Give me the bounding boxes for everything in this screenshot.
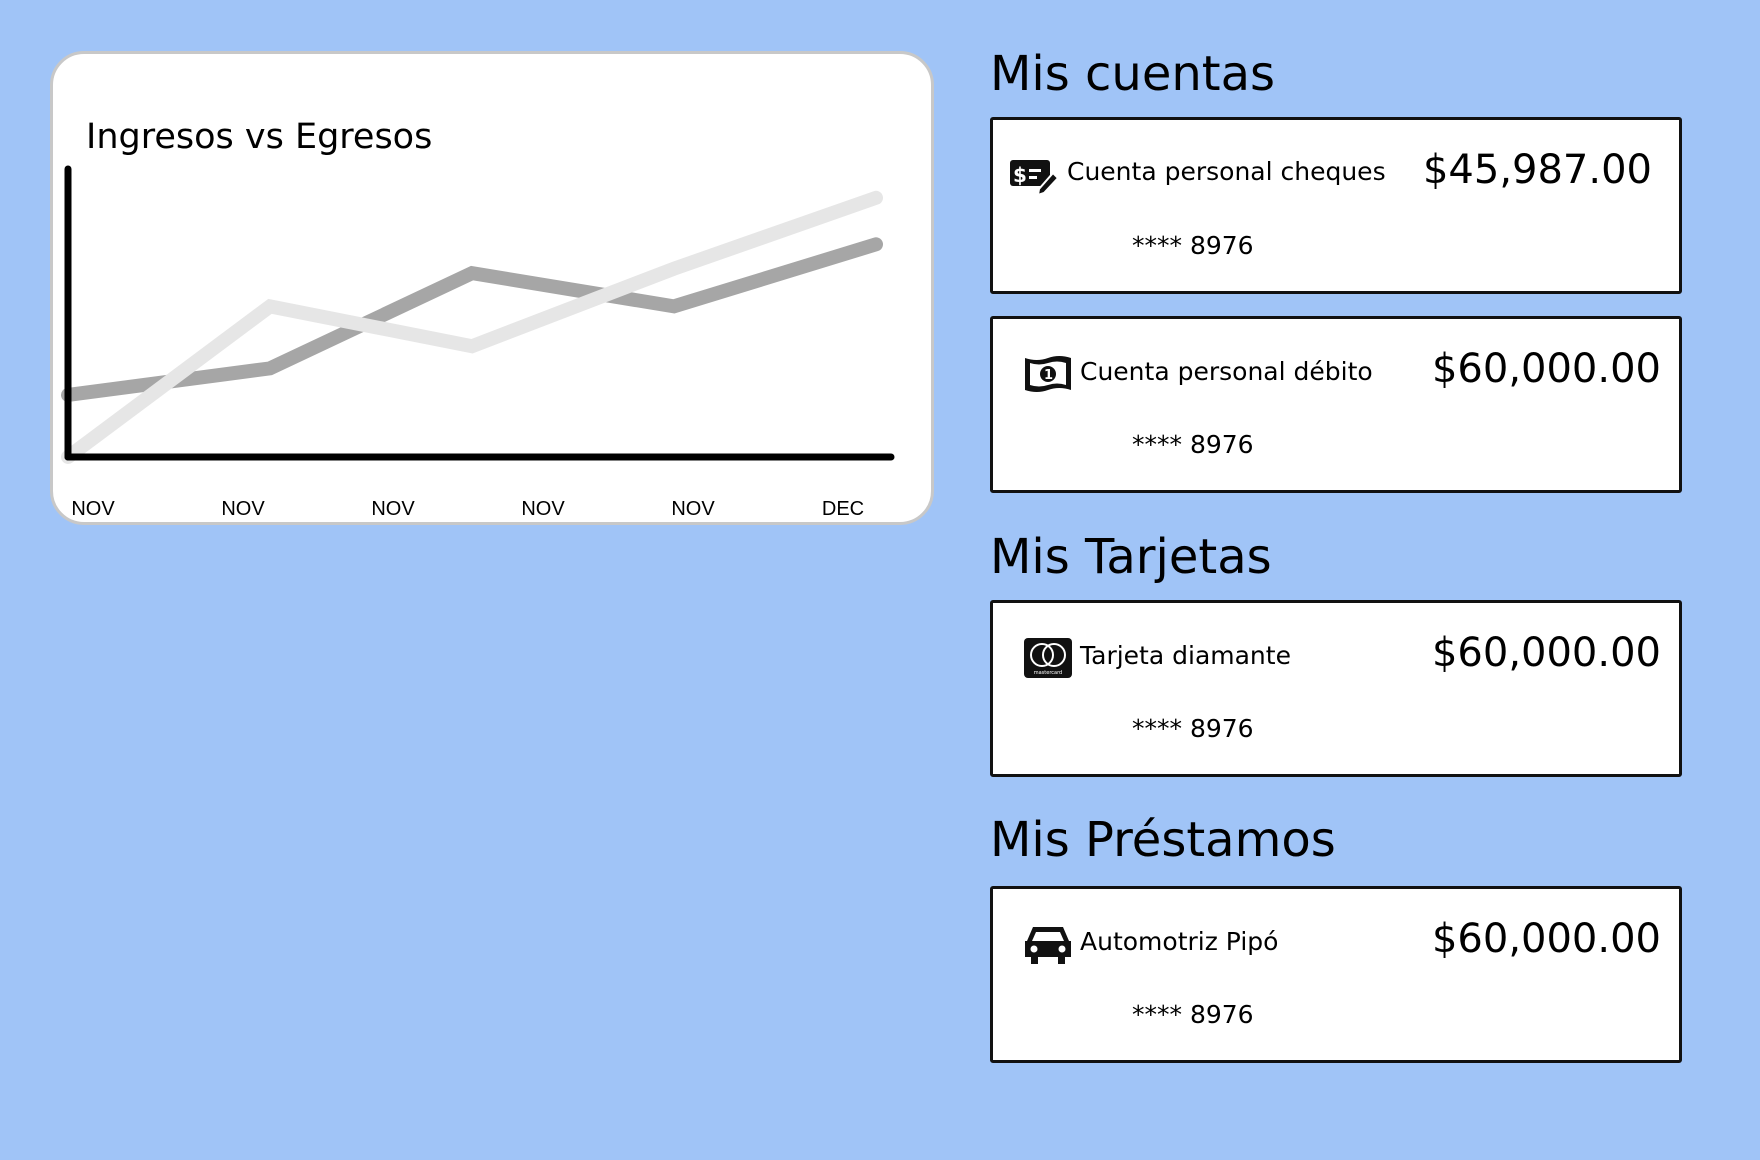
svg-text:mastercard: mastercard: [1034, 670, 1062, 676]
car-icon: [1023, 923, 1073, 965]
account-number-masked: **** 8976: [1132, 231, 1254, 260]
loans-section-title: Mis Préstamos: [990, 812, 1336, 868]
card-diamante[interactable]: mastercard Tarjeta diamante $60,000.00 *…: [990, 600, 1682, 777]
banknote-icon: 1: [1023, 353, 1073, 395]
loan-card-automotriz[interactable]: Automotriz Pipó $60,000.00 **** 8976: [990, 886, 1682, 1063]
series-line-2: [61, 237, 883, 402]
x-tick-label: NOV: [371, 498, 415, 520]
chart-title: Ingresos vs Egresos: [86, 117, 433, 157]
x-tick-label: DEC: [821, 498, 865, 520]
x-tick-label: NOV: [671, 498, 715, 520]
card-number-masked: **** 8976: [1132, 714, 1254, 743]
loan-balance: $60,000.00: [1431, 916, 1661, 962]
line-chart: [61, 165, 895, 464]
x-tick-label: NOV: [71, 498, 115, 520]
account-balance: $60,000.00: [1431, 346, 1661, 392]
card-name: Tarjeta diamante: [1080, 641, 1291, 670]
account-number-masked: **** 8976: [1132, 430, 1254, 459]
account-balance: $45,987.00: [1422, 147, 1652, 193]
series-line-1: [61, 190, 883, 464]
account-name: Cuenta personal débito: [1080, 357, 1373, 386]
card-balance: $60,000.00: [1431, 630, 1661, 676]
svg-text:1: 1: [1044, 368, 1053, 383]
accounts-section-title: Mis cuentas: [990, 46, 1276, 102]
account-card-debit[interactable]: 1 Cuenta personal débito $60,000.00 ****…: [990, 316, 1682, 493]
check-icon: $: [1009, 156, 1060, 198]
loan-number-masked: **** 8976: [1132, 1000, 1254, 1029]
account-card-checking[interactable]: $ Cuenta personal cheques $45,987.00 ***…: [990, 117, 1682, 294]
mastercard-icon: mastercard: [1023, 637, 1073, 679]
loan-name: Automotriz Pipó: [1080, 927, 1279, 956]
income-expense-chart-card: Ingresos vs Egresos NOV NOV NOV NOV NOV DEC: [50, 51, 934, 525]
x-tick-label: NOV: [221, 498, 265, 520]
x-tick-label: NOV: [521, 498, 565, 520]
svg-text:$: $: [1013, 163, 1027, 187]
account-name: Cuenta personal cheques: [1067, 157, 1386, 186]
cards-section-title: Mis Tarjetas: [990, 529, 1272, 585]
